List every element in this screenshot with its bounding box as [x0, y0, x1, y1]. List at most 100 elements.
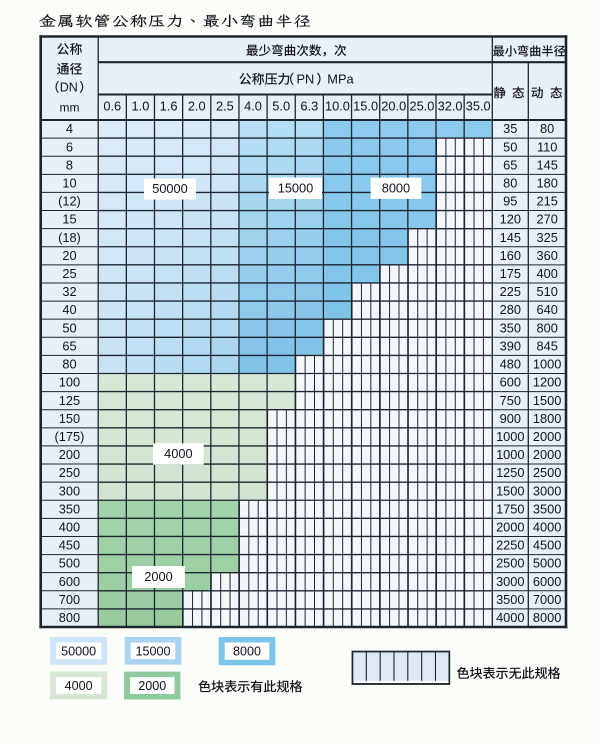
svg-text:80: 80 — [503, 175, 517, 190]
svg-text:400: 400 — [59, 520, 80, 535]
svg-text:80: 80 — [62, 357, 76, 372]
svg-text:510: 510 — [536, 284, 557, 299]
svg-text:5.0: 5.0 — [272, 98, 290, 113]
svg-text:80: 80 — [540, 121, 554, 136]
svg-text:280: 280 — [500, 302, 521, 317]
svg-text:110: 110 — [537, 139, 557, 154]
svg-text:600: 600 — [500, 375, 521, 390]
svg-text:65: 65 — [503, 157, 517, 172]
svg-text:3500: 3500 — [533, 501, 561, 516]
svg-text:1000: 1000 — [533, 357, 561, 372]
svg-text:1200: 1200 — [533, 375, 561, 390]
svg-text:350: 350 — [59, 501, 80, 516]
svg-text:25.0: 25.0 — [409, 98, 434, 113]
svg-text:mm: mm — [60, 100, 80, 114]
svg-text:200: 200 — [59, 447, 80, 462]
svg-text:1500: 1500 — [533, 393, 561, 408]
svg-text:4: 4 — [66, 121, 73, 136]
svg-text:DN: DN — [60, 81, 78, 95]
svg-text:50: 50 — [503, 139, 517, 154]
svg-text:40: 40 — [62, 302, 76, 317]
svg-text:2000: 2000 — [144, 569, 172, 584]
svg-text:350: 350 — [500, 320, 521, 335]
svg-text:400: 400 — [536, 266, 557, 281]
svg-text:7000: 7000 — [533, 592, 561, 607]
svg-text:5000: 5000 — [533, 556, 561, 571]
svg-text:500: 500 — [59, 556, 80, 571]
svg-text:2000: 2000 — [496, 520, 524, 535]
svg-text:8: 8 — [66, 157, 73, 172]
svg-text:1000: 1000 — [496, 429, 524, 444]
svg-text:15000: 15000 — [135, 644, 170, 658]
svg-text:1000: 1000 — [496, 447, 524, 462]
svg-text:2.0: 2.0 — [188, 98, 206, 113]
svg-text:390: 390 — [500, 338, 521, 353]
svg-text:32.0: 32.0 — [438, 98, 463, 113]
svg-text:180: 180 — [536, 175, 557, 190]
svg-text:800: 800 — [536, 320, 557, 335]
svg-text:PN: PN — [297, 72, 315, 87]
svg-text:640: 640 — [536, 302, 557, 317]
svg-text:32: 32 — [62, 284, 76, 299]
svg-text:100: 100 — [59, 375, 80, 390]
svg-text:8000: 8000 — [533, 610, 561, 625]
svg-text:2000: 2000 — [533, 447, 561, 462]
svg-text:2500: 2500 — [533, 465, 561, 480]
svg-text:1500: 1500 — [496, 483, 524, 498]
svg-text:10: 10 — [62, 175, 76, 190]
svg-text:325: 325 — [536, 230, 557, 245]
svg-text:3500: 3500 — [496, 592, 524, 607]
svg-text:4000: 4000 — [533, 520, 561, 535]
svg-text:600: 600 — [59, 574, 80, 589]
svg-text:450: 450 — [59, 538, 80, 553]
svg-text:3000: 3000 — [533, 483, 561, 498]
svg-text:145: 145 — [500, 230, 521, 245]
svg-text:125: 125 — [59, 393, 80, 408]
svg-text:845: 845 — [536, 338, 557, 353]
svg-text:215: 215 — [536, 194, 557, 209]
svg-text:1800: 1800 — [533, 411, 561, 426]
svg-text:300: 300 — [59, 483, 80, 498]
svg-text:750: 750 — [500, 393, 521, 408]
svg-text:145: 145 — [536, 157, 557, 172]
svg-text:4500: 4500 — [533, 538, 561, 553]
svg-text:2000: 2000 — [533, 429, 561, 444]
svg-text:120: 120 — [500, 212, 521, 227]
svg-text:8000: 8000 — [233, 645, 261, 659]
svg-text:50: 50 — [62, 320, 76, 335]
svg-text:1250: 1250 — [496, 465, 524, 480]
svg-text:25: 25 — [62, 266, 76, 281]
svg-text:4.0: 4.0 — [244, 98, 262, 113]
svg-text:1.6: 1.6 — [160, 98, 178, 113]
svg-text:65: 65 — [62, 338, 76, 353]
svg-text:MPa: MPa — [327, 72, 354, 87]
svg-text:270: 270 — [536, 212, 557, 227]
svg-text:700: 700 — [59, 592, 80, 607]
svg-text:6.3: 6.3 — [300, 98, 318, 113]
svg-text:1750: 1750 — [496, 501, 524, 516]
svg-text:(175): (175) — [55, 429, 85, 444]
svg-text:1.0: 1.0 — [132, 98, 150, 113]
svg-text:2.5: 2.5 — [216, 98, 234, 113]
svg-text:175: 175 — [500, 266, 521, 281]
svg-text:2000: 2000 — [138, 679, 166, 693]
svg-text:(12): (12) — [58, 194, 81, 209]
svg-text:50000: 50000 — [61, 644, 96, 658]
svg-text:15000: 15000 — [278, 180, 314, 195]
svg-text:225: 225 — [500, 284, 521, 299]
svg-text:0.6: 0.6 — [103, 98, 121, 113]
svg-text:250: 250 — [59, 465, 80, 480]
svg-text:6: 6 — [66, 139, 73, 154]
svg-text:35.0: 35.0 — [466, 98, 491, 113]
svg-text:360: 360 — [536, 248, 557, 263]
svg-text:15.0: 15.0 — [353, 98, 378, 113]
svg-text:10.0: 10.0 — [325, 98, 350, 113]
svg-text:4000: 4000 — [65, 679, 93, 693]
svg-text:15: 15 — [62, 212, 76, 227]
svg-text:8000: 8000 — [382, 180, 410, 195]
svg-text:95: 95 — [503, 194, 517, 209]
svg-text:4000: 4000 — [164, 446, 192, 461]
svg-text:20.0: 20.0 — [381, 98, 406, 113]
svg-text:35: 35 — [503, 121, 517, 136]
svg-text:800: 800 — [59, 610, 80, 625]
